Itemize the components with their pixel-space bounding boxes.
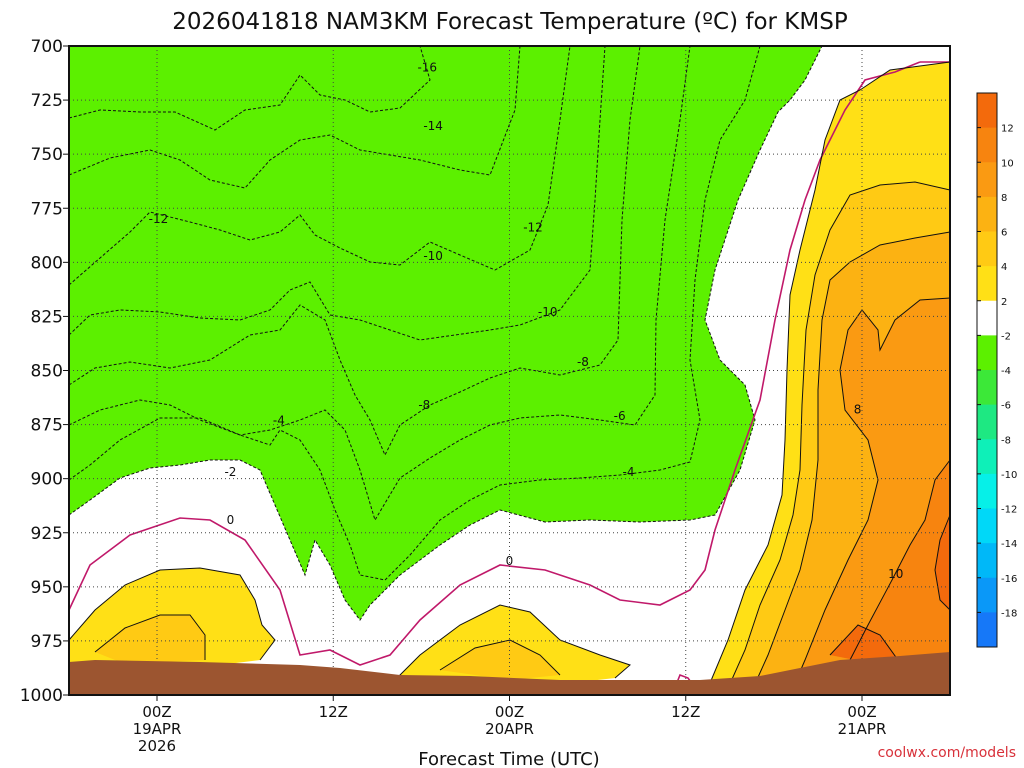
colorbar-swatch — [977, 300, 997, 336]
contour-label: -10 — [538, 305, 558, 319]
colorbar-swatch — [977, 335, 997, 371]
colorbar-swatch — [977, 508, 997, 544]
colorbar-tick-label: -2 — [1001, 331, 1011, 342]
contour-label: 8 — [854, 402, 862, 416]
colorbar-tick-label: -6 — [1001, 401, 1011, 412]
contour-label: -10 — [423, 249, 443, 263]
y-tick-label: 825 — [31, 307, 63, 327]
colorbar-tick-label: 8 — [1001, 193, 1007, 204]
contour-labels: -16 -14 -12 -12 -10 -10 -8 -8 -6 -4 -4 -2 0 0 8 10 — [149, 61, 904, 581]
x-tick-label: 12Z — [671, 703, 700, 721]
x-tick-label: 2026 — [138, 737, 176, 755]
contour-label: -12 — [523, 221, 543, 235]
y-tick-label: 800 — [31, 253, 63, 273]
colorbar-swatch — [977, 543, 997, 579]
chart-title: 2026041818 NAM3KM Forecast Temperature (… — [172, 9, 848, 35]
x-tick-label: 12Z — [319, 703, 348, 721]
colorbar-swatch — [977, 473, 997, 509]
warm-pocket-left-inner — [95, 615, 205, 662]
y-tick-label: 900 — [31, 470, 63, 490]
contour-label: 0 — [227, 513, 235, 527]
y-tick-label: 750 — [31, 145, 63, 165]
contour-label: -8 — [577, 355, 589, 369]
colorbar-swatch — [977, 577, 997, 613]
x-tick-label: 00Z — [142, 703, 171, 721]
contour-label: -8 — [418, 398, 430, 412]
colorbar-swatch — [977, 231, 997, 267]
colorbar-tick-label: -18 — [1001, 608, 1017, 619]
colorbar-tick-label: 12 — [1001, 124, 1014, 135]
credit-link[interactable]: coolwx.com/models — [878, 745, 1016, 761]
colorbar-tick-label: 4 — [1001, 262, 1007, 273]
colorbar-tick-label: -10 — [1001, 470, 1017, 481]
colorbar-swatch — [977, 266, 997, 302]
contour-label: 10 — [888, 567, 903, 581]
y-tick-label: 925 — [31, 524, 63, 544]
y-tick-label: 950 — [31, 578, 63, 598]
x-tick-label: 21APR — [838, 720, 887, 738]
colorbar-swatch — [977, 162, 997, 198]
x-tick-label: 00Z — [847, 703, 876, 721]
colorbar-tick-label: 2 — [1001, 297, 1007, 308]
colorbar-swatch — [977, 93, 997, 129]
y-tick-label: 850 — [31, 362, 63, 382]
colorbar-swatch — [977, 439, 997, 475]
band-warm-10-12 — [832, 460, 950, 695]
colorbar-swatch — [977, 404, 997, 440]
contour-label: -12 — [149, 212, 169, 226]
contour-label: -2 — [224, 465, 236, 479]
colorbar-tick-label: -12 — [1001, 505, 1017, 516]
y-tick-label: 1000 — [20, 686, 63, 706]
colorbar-swatch — [977, 612, 997, 648]
contour-label: -4 — [622, 465, 634, 479]
x-axis-label: Forecast Time (UTC) — [418, 749, 599, 768]
y-tick-label: 975 — [31, 632, 63, 652]
contour-label: -14 — [423, 119, 443, 133]
contour-label: -16 — [417, 61, 437, 75]
colorbar-swatch — [977, 196, 997, 232]
x-tick-label: 00Z — [495, 703, 524, 721]
plot-area: -16 -14 -12 -12 -10 -10 -8 -8 -6 -4 -4 -2 0 0 8 10 — [68, 45, 951, 696]
y-tick-label: 875 — [31, 416, 63, 436]
contour-label: -6 — [614, 409, 626, 423]
x-tick-label: 19APR — [133, 720, 182, 738]
colorbar-swatch — [977, 127, 997, 163]
colorbar-tick-label: -8 — [1001, 435, 1011, 446]
colorbar: 12 10 8 6 4 2 -2 -4 -6 -8 -10 -12 -14 -16 -18 — [976, 92, 1017, 648]
colorbar-tick-label: 6 — [1001, 228, 1007, 239]
grid-lines — [69, 46, 950, 695]
band-warm-12-14 — [830, 515, 950, 665]
x-tick-label: 20APR — [485, 720, 534, 738]
terrain — [69, 652, 950, 695]
y-tick-label: 725 — [31, 91, 63, 111]
y-tick-label: 700 — [31, 37, 63, 57]
y-tick-label: 775 — [31, 199, 63, 219]
y-axis: 700 725 750 775 800 825 850 875 900 925 950 975 1000 — [20, 37, 69, 706]
colorbar-tick-label: -4 — [1001, 366, 1011, 377]
contour-label: 0 — [506, 554, 514, 568]
colorbar-tick-label: -14 — [1001, 539, 1017, 550]
negative-isotherms — [68, 45, 823, 621]
colorbar-tick-label: -16 — [1001, 574, 1017, 585]
band-yellow-green — [69, 46, 822, 620]
positive-isotherms — [68, 61, 951, 696]
colorbar-tick-label: 10 — [1001, 158, 1014, 169]
contour-label: -4 — [273, 413, 285, 427]
colorbar-swatch — [977, 370, 997, 406]
